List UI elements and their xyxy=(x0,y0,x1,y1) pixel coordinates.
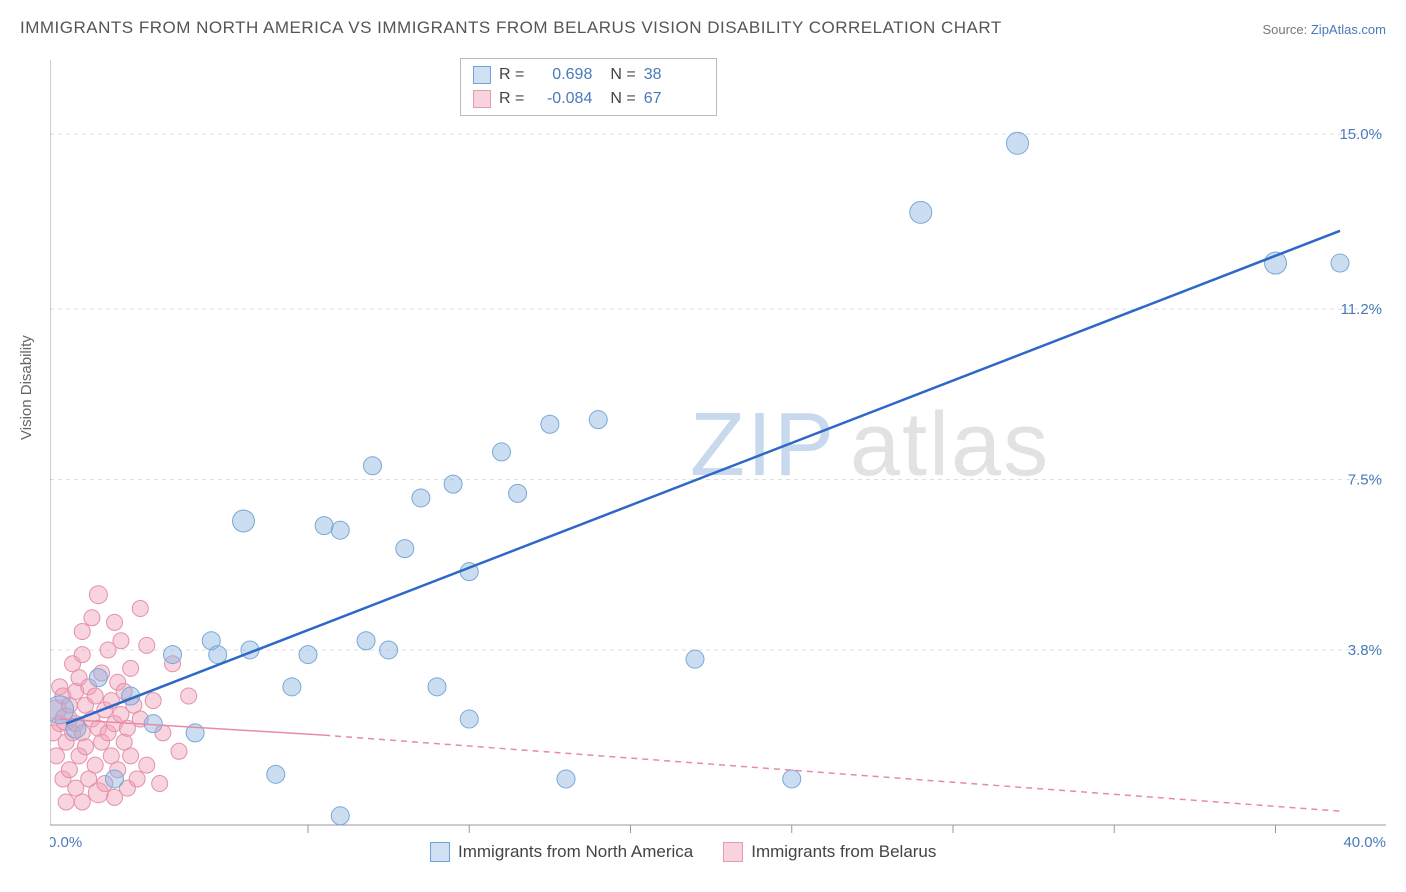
svg-text:11.2%: 11.2% xyxy=(1341,301,1382,318)
source-attribution: Source: ZipAtlas.com xyxy=(1262,22,1386,37)
series-legend: Immigrants from North America Immigrants … xyxy=(430,842,936,862)
r-value: 0.698 xyxy=(532,63,592,87)
chart-svg: ZIPatlas3.8%7.5%11.2%15.0%0.0%40.0% xyxy=(50,55,1386,855)
source-prefix: Source: xyxy=(1262,22,1310,37)
legend-swatch xyxy=(473,90,491,108)
svg-text:3.8%: 3.8% xyxy=(1348,642,1382,659)
legend-item: Immigrants from North America xyxy=(430,842,693,862)
svg-text:ZIP: ZIP xyxy=(690,395,836,495)
y-axis-label: Vision Disability xyxy=(18,335,35,440)
svg-text:15.0%: 15.0% xyxy=(1339,126,1382,143)
r-value: -0.084 xyxy=(532,87,592,111)
legend-swatch xyxy=(723,842,743,862)
n-value: 67 xyxy=(644,87,704,111)
legend-swatch xyxy=(430,842,450,862)
r-label: R = xyxy=(499,63,524,87)
r-label: R = xyxy=(499,87,524,111)
legend-label: Immigrants from Belarus xyxy=(751,842,936,862)
source-link[interactable]: ZipAtlas.com xyxy=(1311,22,1386,37)
legend-item: Immigrants from Belarus xyxy=(723,842,936,862)
chart-title: IMMIGRANTS FROM NORTH AMERICA VS IMMIGRA… xyxy=(20,18,1002,38)
svg-text:7.5%: 7.5% xyxy=(1348,472,1382,489)
svg-text:40.0%: 40.0% xyxy=(1343,834,1386,851)
legend-swatch xyxy=(473,66,491,84)
n-label: N = xyxy=(610,63,635,87)
svg-text:0.0%: 0.0% xyxy=(50,834,82,851)
scatter-chart: ZIPatlas3.8%7.5%11.2%15.0%0.0%40.0% xyxy=(50,55,1386,855)
n-label: N = xyxy=(610,87,635,111)
correlation-legend: R = 0.698 N = 38 R = -0.084 N = 67 xyxy=(460,58,717,116)
legend-label: Immigrants from North America xyxy=(458,842,693,862)
n-value: 38 xyxy=(644,63,704,87)
